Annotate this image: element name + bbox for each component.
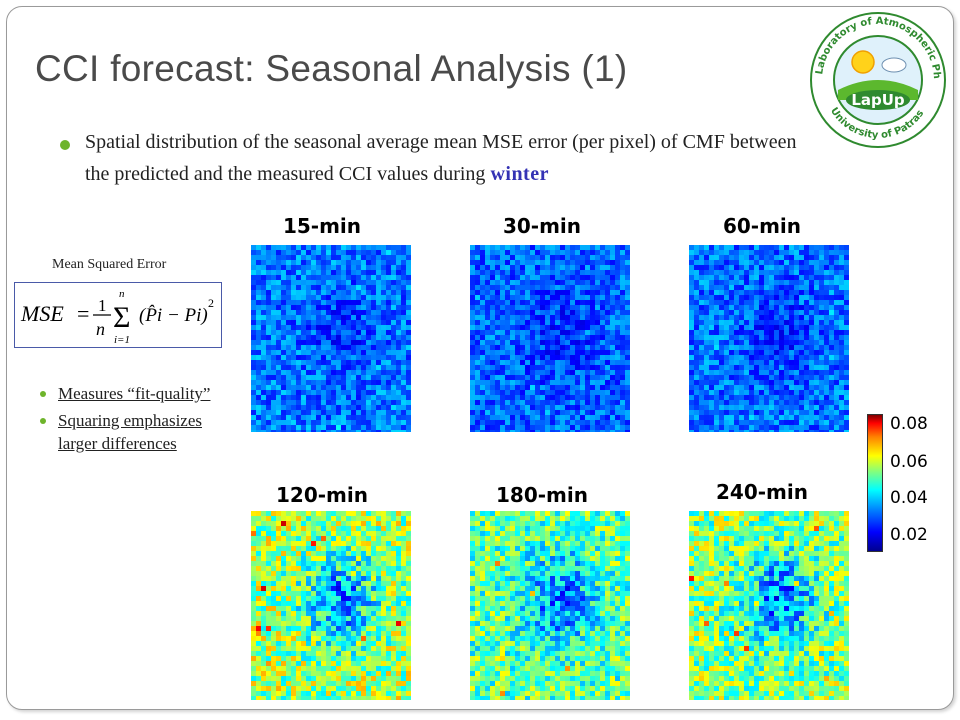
mse-formula: MSE = 1 n n Σ i=1 (P̂i − Pi) 2: [14, 282, 222, 348]
mse-label: Mean Squared Error: [52, 257, 167, 272]
error-map-15min: [251, 245, 411, 432]
sigma-icon: Σ: [113, 301, 130, 334]
sum-bottom: i=1: [114, 334, 130, 346]
colorbar-tick: 0.06: [890, 452, 928, 472]
bullet-dot: [40, 391, 46, 397]
slide-title: CCI forecast: Seasonal Analysis (1): [35, 48, 628, 89]
lapup-logo: Laboratory of Atmospheric Physics Univer…: [808, 10, 946, 148]
sum-top: n: [119, 288, 125, 300]
sun-icon: [851, 50, 875, 74]
season-highlight: winter: [490, 163, 549, 185]
panel-label-15min: 15-min: [282, 214, 362, 238]
panel-label-180min: 180-min: [496, 483, 588, 507]
formula-term: (P̂i − Pi): [139, 305, 208, 326]
slide-description: Spatial distribution of the seasonal ave…: [85, 126, 805, 190]
logo-badge-text: LapUp: [851, 91, 905, 109]
panel-label-60min: 60-min: [722, 214, 802, 238]
error-map-60min: [689, 245, 849, 432]
error-map-30min: [470, 245, 630, 432]
colorbar-tick: 0.02: [890, 525, 928, 545]
error-map-240min: [689, 511, 849, 700]
bullet-dot: [40, 418, 46, 424]
cloud-icon: [881, 57, 907, 73]
error-map-120min: [251, 511, 411, 700]
error-map-180min: [470, 511, 630, 700]
side-bullet-list: Measures “fit-quality” Squaring emphasiz…: [40, 382, 220, 459]
main-bullet-dot: [60, 140, 70, 150]
formula-num: 1: [98, 296, 107, 315]
panel-label-120min: 120-min: [276, 483, 368, 507]
formula-lhs: MSE: [20, 301, 64, 326]
formula-eq: =: [77, 301, 89, 326]
colorbar-tick: 0.04: [890, 488, 928, 508]
side-bullet-text: Squaring emphasizes larger differences: [58, 411, 202, 453]
formula-den: n: [96, 319, 105, 339]
panel-label-30min: 30-min: [502, 214, 582, 238]
panel-label-240min: 240-min: [716, 480, 808, 504]
side-bullet-text: Measures “fit-quality”: [58, 384, 211, 403]
side-bullet-item: Squaring emphasizes larger differences: [40, 409, 220, 455]
formula-power: 2: [208, 296, 214, 310]
side-bullet-item: Measures “fit-quality”: [40, 382, 220, 405]
colorbar-tick: 0.08: [890, 414, 928, 434]
description-text: Spatial distribution of the seasonal ave…: [85, 131, 797, 185]
colorbar: [867, 414, 883, 552]
